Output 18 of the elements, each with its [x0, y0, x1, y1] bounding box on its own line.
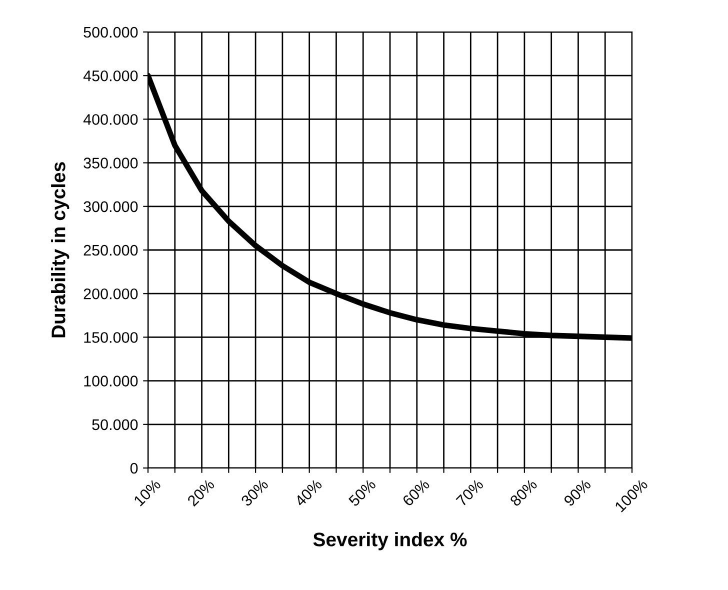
y-axis-title: Durability in cycles [51, 162, 70, 338]
x-tick-label: 30% [240, 478, 269, 507]
y-tick-label: 150.000 [84, 332, 138, 343]
y-tick-label: 400.000 [83, 114, 138, 125]
y-tick-label: 450.000 [83, 70, 138, 82]
x-tick-label: 60% [402, 478, 430, 507]
x-tick-label: 90% [563, 478, 592, 507]
y-tick-label: 350.000 [84, 158, 138, 168]
y-tick-label: 300.000 [84, 201, 138, 212]
y-tick-label: 0 [130, 462, 138, 474]
y-tick-label: 100.000 [84, 376, 138, 386]
x-axis-title: Severity index % [313, 532, 467, 550]
y-tick-label: 200.000 [84, 288, 138, 300]
y-tick-label: 50.000 [92, 419, 138, 430]
y-tick-label: 250.000 [84, 244, 138, 256]
y-tick-label: 500.000 [84, 26, 138, 38]
x-tick-label: 40% [294, 478, 323, 508]
x-tick-label: 70% [456, 478, 484, 507]
